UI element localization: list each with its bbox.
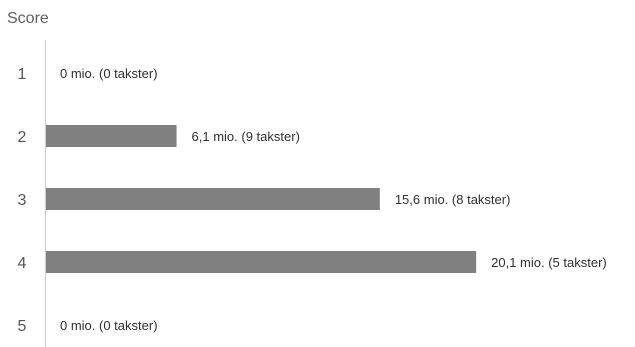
category-label: 1 (18, 66, 27, 83)
category-label: 2 (18, 129, 27, 146)
category-label: 3 (18, 192, 27, 209)
bar-value-label: 15,6 mio. (8 takster) (395, 192, 511, 207)
bar-value-label: 0 mio. (0 takster) (60, 66, 158, 81)
bar-value-label: 0 mio. (0 takster) (60, 318, 158, 333)
category-label: 5 (18, 318, 27, 335)
category-label: 4 (18, 255, 27, 272)
category-labels: 1 2 3 4 5 (18, 66, 27, 335)
chart-title: Score (7, 10, 49, 27)
bar (46, 188, 380, 210)
bars (46, 125, 477, 273)
value-labels: 0 mio. (0 takster) 6,1 mio. (9 takster) 15… (60, 66, 607, 333)
bar (46, 125, 177, 147)
bar-value-label: 6,1 mio. (9 takster) (192, 129, 300, 144)
bar (46, 251, 477, 273)
bar-value-label: 20,1 mio. (5 takster) (491, 255, 607, 270)
